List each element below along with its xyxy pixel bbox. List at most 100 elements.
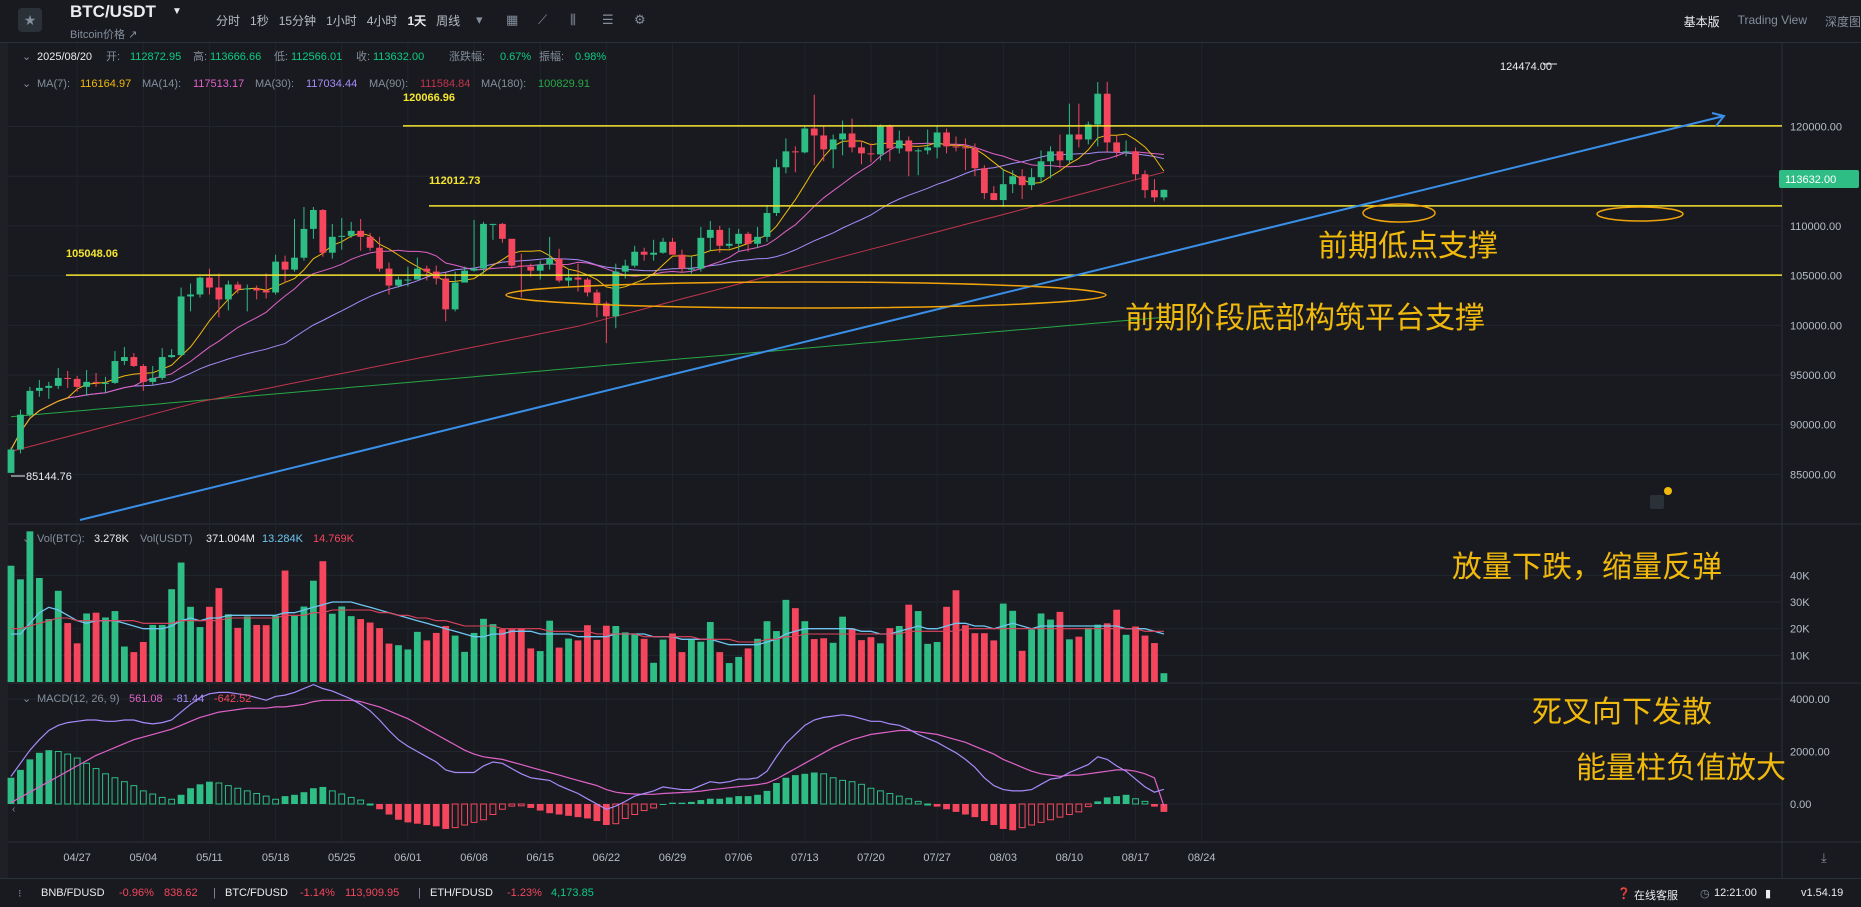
ticker-symbol[interactable]: ETH/FDUSD <box>430 887 493 899</box>
open-value: 112872.95 <box>130 51 181 63</box>
candle-body <box>791 151 799 153</box>
macd-histogram-bar <box>716 798 724 804</box>
price-tick-label: 110000.00 <box>1790 221 1841 233</box>
macd-histogram-bar <box>347 796 355 805</box>
volume-bar <box>319 561 327 682</box>
interval-tab[interactable]: 1小时 <box>326 14 357 28</box>
macd-histogram-bar <box>139 790 147 805</box>
volume-bar <box>272 615 279 682</box>
volume-bar <box>224 614 232 682</box>
macd-histogram-bar <box>678 802 686 804</box>
scroll-left-icon[interactable]: ‹ <box>12 804 15 815</box>
interval-tab[interactable]: 1秒 <box>250 14 269 28</box>
favorite-star-icon[interactable]: ★ <box>18 8 42 32</box>
macd-histogram-bar <box>858 783 865 805</box>
macd-histogram-bar <box>536 804 544 811</box>
volume-bar <box>763 621 771 682</box>
macd-histogram-bar <box>272 798 280 805</box>
view-switcher: 基本版 Trading View 深度图 <box>1666 13 1861 30</box>
macd-histogram-bar <box>243 790 251 805</box>
candle-body <box>763 212 771 237</box>
date-tick-label: 05/11 <box>196 852 223 864</box>
left-edge-panel <box>0 43 8 878</box>
more-intervals-icon[interactable]: ▾ <box>476 12 483 27</box>
volume-bar <box>130 652 138 682</box>
macd-histogram-bar <box>990 804 998 825</box>
macd-histogram-bar <box>744 796 752 804</box>
indicator-icon[interactable]: ⟋ <box>538 12 548 27</box>
macd-histogram-bar <box>300 792 308 804</box>
calendar-icon[interactable]: ▦ <box>506 12 519 27</box>
candle-body <box>413 268 421 280</box>
ticker-symbol[interactable]: BTC/FDUSD <box>225 887 288 899</box>
volume-bar <box>328 613 336 682</box>
last-price-value: 113632.00 <box>1785 174 1836 186</box>
candle-body <box>139 366 147 382</box>
candle-body <box>300 228 308 258</box>
collapse-icon[interactable]: ⌄ <box>22 51 31 63</box>
macd-histogram-bar <box>980 804 988 822</box>
candle-body <box>470 268 478 271</box>
symbol-dropdown-icon[interactable]: ▼ <box>172 6 182 17</box>
close-label: 收: <box>356 49 370 63</box>
candle-body <box>621 265 629 272</box>
notification-dot <box>1664 487 1672 495</box>
interval-tab[interactable]: 4小时 <box>366 14 398 28</box>
macd-histogram-bar <box>527 804 535 808</box>
volume-bar <box>470 632 478 682</box>
candle-body <box>262 290 270 293</box>
candle-body <box>310 209 317 229</box>
candle-body <box>1018 176 1026 186</box>
ticker-change: -1.14% <box>300 887 335 899</box>
candlestick-chart[interactable]: 120000.00115000.00110000.00105000.001000… <box>0 43 1861 878</box>
candle-body <box>17 414 24 450</box>
ticker-change: -1.23% <box>507 887 542 899</box>
settings-gear-icon[interactable]: ⚙ <box>634 12 646 27</box>
interval-tab-active[interactable]: 1天 <box>407 14 427 28</box>
candle-body <box>451 282 459 310</box>
candles <box>7 81 1168 473</box>
vol-collapse-icon[interactable]: ⌄ <box>22 533 31 545</box>
macd-histogram-bar <box>952 804 960 812</box>
volume-bar <box>669 633 676 682</box>
candle-body <box>801 128 809 153</box>
macd-histogram-bar <box>1084 803 1092 808</box>
macd-collapse-icon[interactable]: ⌄ <box>22 693 31 705</box>
ma-collapse-icon[interactable]: ⌄ <box>22 78 31 90</box>
view-depth[interactable]: 深度图 <box>1824 15 1861 29</box>
interval-tab[interactable]: 15分钟 <box>278 14 317 28</box>
macd-histogram-bar <box>1094 801 1102 804</box>
ma7-value: 116164.97 <box>80 78 131 90</box>
volume-bar <box>546 620 554 682</box>
candle-body <box>253 288 261 291</box>
ticker-symbol[interactable]: BNB/FDUSD <box>41 887 105 899</box>
view-tradingview[interactable]: Trading View <box>1737 13 1807 27</box>
candle-body <box>1075 134 1083 140</box>
candle-body <box>168 355 176 358</box>
symbol-title[interactable]: BTC/USDT <box>70 2 156 21</box>
candle-body <box>952 146 960 148</box>
support-link[interactable]: 在线客服 <box>1634 890 1678 902</box>
layout-icon[interactable]: ☰ <box>602 12 614 27</box>
symbol-subtitle[interactable]: Bitcoin价格 ↗ <box>70 29 138 41</box>
interval-tab[interactable]: 周线 <box>436 14 461 28</box>
view-basic[interactable]: 基本版 <box>1683 15 1720 29</box>
date-tick-label: 07/20 <box>857 852 885 864</box>
candle-style-icon[interactable]: ⫼ <box>570 12 576 27</box>
candle-body <box>461 270 468 283</box>
candle-body <box>1132 151 1139 175</box>
volume-bar <box>253 624 261 682</box>
interval-tab[interactable]: 分时 <box>216 14 241 28</box>
alert-bell-icon[interactable] <box>1650 495 1664 509</box>
help-icon[interactable]: ❓ <box>1617 888 1631 900</box>
volume-bar <box>376 628 383 682</box>
candle-body <box>243 288 251 290</box>
macd-histogram-bar <box>697 800 705 804</box>
ma30-line <box>10 151 1165 450</box>
open-label: 开: <box>106 51 120 63</box>
volume-bar <box>149 624 157 682</box>
date-tick-label: 06/29 <box>659 852 687 864</box>
macd-histogram-bar <box>612 803 620 825</box>
fit-axis-icon[interactable]: ⤓ <box>1821 850 1827 865</box>
macd-histogram-bar <box>735 796 743 804</box>
